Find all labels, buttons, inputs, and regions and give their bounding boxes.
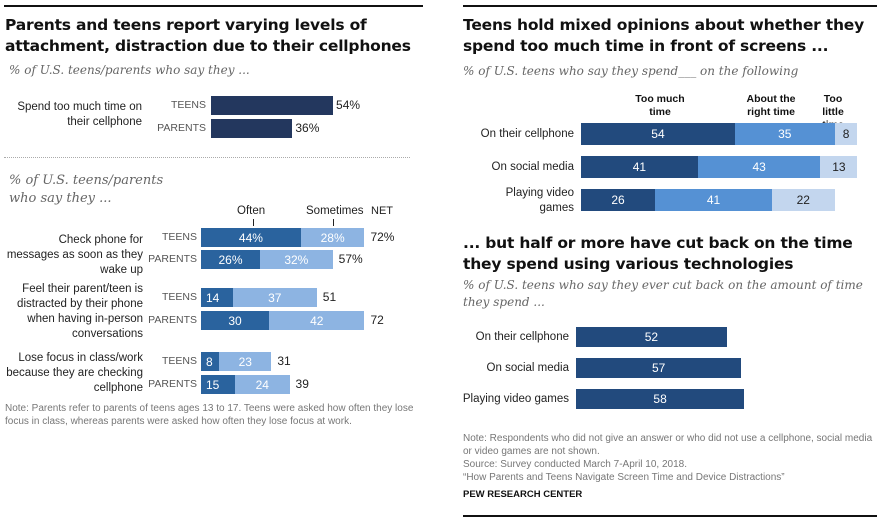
net-label: 72% xyxy=(370,230,395,244)
group-label: PARENTS xyxy=(148,314,197,326)
top-rule-right xyxy=(463,5,877,7)
category-label: On social media xyxy=(486,362,569,374)
net-label: 39 xyxy=(295,377,309,391)
right-title-2: ... but half or more have cut back on th… xyxy=(463,234,853,273)
right-subtitle-1: % of U.S. teens who say they spend___ on… xyxy=(463,64,799,78)
bar-segment: 43 xyxy=(697,156,821,178)
bar-often: 8 xyxy=(201,352,220,371)
value-label: 54% xyxy=(336,98,361,112)
right-source: Source: Survey conducted March 7-April 1… xyxy=(463,459,688,470)
bar: 58 xyxy=(576,389,745,409)
bar-sometimes: 24 xyxy=(235,375,290,394)
bar: 52 xyxy=(576,327,727,347)
net-label: 57% xyxy=(338,252,363,266)
legend-sometimes-tick xyxy=(333,219,334,226)
group-label: TEENS xyxy=(170,99,206,111)
category-label: Playing video games xyxy=(505,187,574,214)
bar xyxy=(211,96,334,115)
bar-often: 14 xyxy=(201,288,233,307)
legend-often: Often xyxy=(237,205,266,217)
bar-segment: 22 xyxy=(771,189,835,211)
bar: 57 xyxy=(576,358,742,378)
category-label: On their cellphone xyxy=(475,331,569,343)
bar-segment: 41 xyxy=(581,156,698,178)
group-label: TEENS xyxy=(161,291,197,303)
bar-often: 30 xyxy=(201,311,270,330)
group-label: PARENTS xyxy=(157,122,206,134)
bar-sometimes: 23 xyxy=(219,352,272,371)
bar-segment: 26 xyxy=(581,189,656,211)
bar-often: 15 xyxy=(201,375,236,394)
top-rule-left xyxy=(4,5,423,7)
bar-sometimes: 28% xyxy=(300,228,365,247)
group-label: PARENTS xyxy=(148,253,197,265)
group-label: PARENTS xyxy=(148,378,197,390)
legend-often-tick xyxy=(253,219,254,226)
category-label: Spend too much time on their cellphone xyxy=(17,101,142,128)
group-label: TEENS xyxy=(161,355,197,367)
bottom-rule-right xyxy=(463,515,877,517)
left-note: Note: Parents refer to parents of teens … xyxy=(5,403,414,427)
brand-label: PEW RESEARCH CENTER xyxy=(463,489,583,500)
bar-sometimes: 42 xyxy=(269,311,365,330)
bar xyxy=(211,119,293,138)
net-label: 31 xyxy=(277,354,291,368)
series-header: About the right time xyxy=(746,93,796,118)
bar-segment: 8 xyxy=(834,123,858,145)
bar-segment: 41 xyxy=(655,189,772,211)
right-title-1: Teens hold mixed opinions about whether … xyxy=(463,16,865,55)
right-subtitle-2: % of U.S. teens who say they ever cut ba… xyxy=(463,278,863,309)
bar-sometimes: 37 xyxy=(232,288,317,307)
net-label: 72 xyxy=(370,313,384,327)
series-header: Too much time xyxy=(635,93,685,118)
bar-often: 44% xyxy=(201,228,301,247)
left-subtitle-1: % of U.S. teens/parents who say they ... xyxy=(9,63,250,77)
bar-often: 26% xyxy=(201,250,261,269)
section-divider xyxy=(4,157,410,158)
legend-sometimes: Sometimes xyxy=(306,205,364,217)
bar-segment: 54 xyxy=(581,123,735,145)
category-label: Check phone for messages as soon as they… xyxy=(6,234,143,276)
group-label: TEENS xyxy=(161,231,197,243)
bar-sometimes: 32% xyxy=(260,250,333,269)
category-label: On their cellphone xyxy=(480,128,574,140)
left-title: Parents and teens report varying levels … xyxy=(5,16,411,55)
net-label: 51 xyxy=(322,290,337,304)
right-report: “How Parents and Teens Navigate Screen T… xyxy=(463,472,785,483)
category-label: Feel their parent/teen is distracted by … xyxy=(17,283,143,340)
category-label: Playing video games xyxy=(462,393,569,405)
legend-net: NET xyxy=(371,205,393,217)
bar-segment: 35 xyxy=(734,123,835,145)
category-label: Lose focus in class/work because they ar… xyxy=(6,352,143,394)
bar-segment: 13 xyxy=(820,156,858,178)
value-label: 36% xyxy=(295,121,320,135)
left-subtitle-2: % of U.S. teens/parents who say they ... xyxy=(9,173,164,206)
right-note: Note: Respondents who did not give an an… xyxy=(463,433,873,457)
category-label: On social media xyxy=(491,161,574,173)
